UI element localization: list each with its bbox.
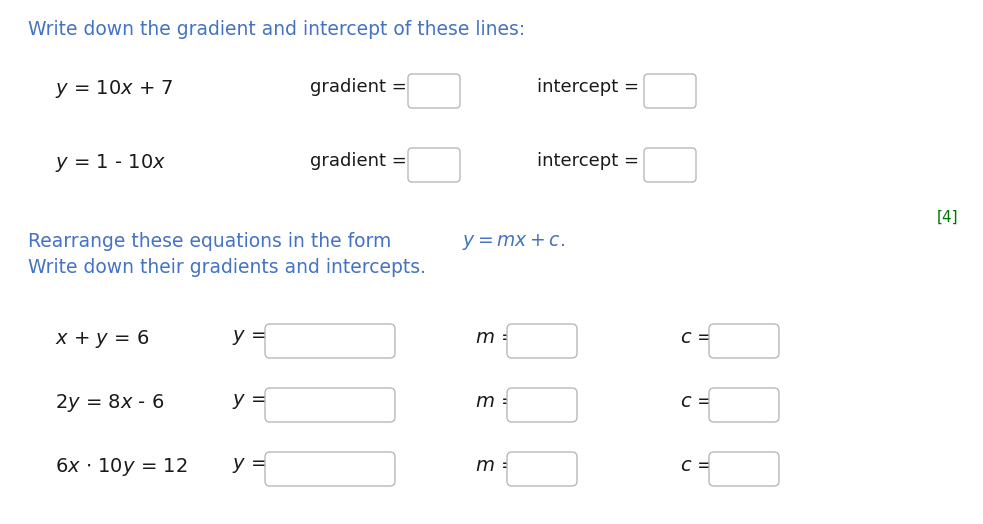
Text: gradient =: gradient = [310, 152, 407, 170]
Text: $x$ + $y$ = 6: $x$ + $y$ = 6 [55, 328, 149, 350]
Text: $y$ =: $y$ = [232, 456, 266, 475]
Text: $y$ = 10$x$ + 7: $y$ = 10$x$ + 7 [55, 78, 174, 100]
Text: Rearrange these equations in the form: Rearrange these equations in the form [28, 232, 397, 251]
Text: intercept =: intercept = [537, 152, 639, 170]
FancyBboxPatch shape [709, 452, 779, 486]
Text: $c$ =: $c$ = [680, 392, 714, 411]
FancyBboxPatch shape [265, 388, 395, 422]
Text: $y$ =: $y$ = [232, 328, 266, 347]
Text: 2$y$ = 8$x$ - 6: 2$y$ = 8$x$ - 6 [55, 392, 164, 414]
FancyBboxPatch shape [709, 324, 779, 358]
Text: $y$ = 1 - 10$x$: $y$ = 1 - 10$x$ [55, 152, 166, 174]
Text: [4]: [4] [937, 210, 958, 225]
Text: gradient =: gradient = [310, 78, 407, 96]
FancyBboxPatch shape [507, 388, 577, 422]
Text: $m$ =: $m$ = [475, 392, 517, 411]
Text: $y = mx+c.$: $y = mx+c.$ [462, 232, 565, 252]
Text: $m$ =: $m$ = [475, 328, 517, 347]
FancyBboxPatch shape [265, 452, 395, 486]
FancyBboxPatch shape [644, 148, 696, 182]
FancyBboxPatch shape [408, 74, 460, 108]
FancyBboxPatch shape [408, 148, 460, 182]
Text: $c$ =: $c$ = [680, 328, 714, 347]
Text: $y$ =: $y$ = [232, 392, 266, 411]
Text: $c$ =: $c$ = [680, 456, 714, 475]
Text: Write down the gradient and intercept of these lines:: Write down the gradient and intercept of… [28, 20, 525, 39]
FancyBboxPatch shape [644, 74, 696, 108]
Text: Write down their gradients and intercepts.: Write down their gradients and intercept… [28, 258, 426, 277]
Text: 6$x$ $\cdot$ 10$y$ = 12: 6$x$ $\cdot$ 10$y$ = 12 [55, 456, 188, 478]
FancyBboxPatch shape [507, 452, 577, 486]
Text: intercept =: intercept = [537, 78, 639, 96]
FancyBboxPatch shape [709, 388, 779, 422]
Text: $m$ =: $m$ = [475, 456, 517, 475]
FancyBboxPatch shape [507, 324, 577, 358]
FancyBboxPatch shape [265, 324, 395, 358]
